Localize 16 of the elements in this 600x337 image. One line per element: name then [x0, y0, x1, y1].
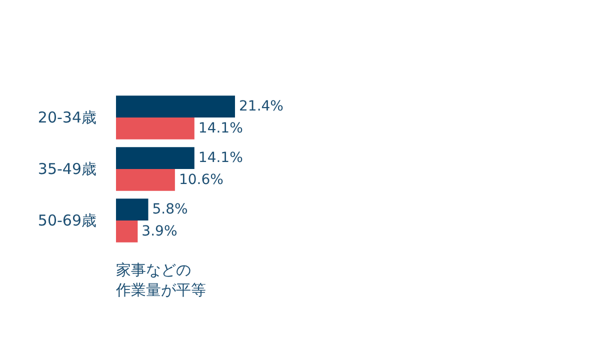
data-label: 21.4%: [239, 98, 284, 115]
data-label: 14.1%: [198, 120, 243, 136]
data-label: 5.8%: [152, 202, 188, 218]
bar: [116, 117, 194, 140]
bar: [116, 147, 194, 169]
data-label: 3.9%: [142, 223, 178, 240]
data-label: 14.1%: [198, 150, 243, 166]
y-tick-label: 50-69歳: [38, 212, 96, 230]
bar: [116, 96, 235, 118]
bar: [116, 220, 138, 242]
y-tick-label: 20-34歳: [38, 108, 96, 126]
bar: [116, 198, 148, 221]
data-label: 10.6%: [178, 172, 224, 188]
y-tick-label: 35-49歳: [38, 160, 96, 178]
text: 家事などの作業量が平等: [115, 261, 206, 299]
bar: [116, 169, 175, 191]
